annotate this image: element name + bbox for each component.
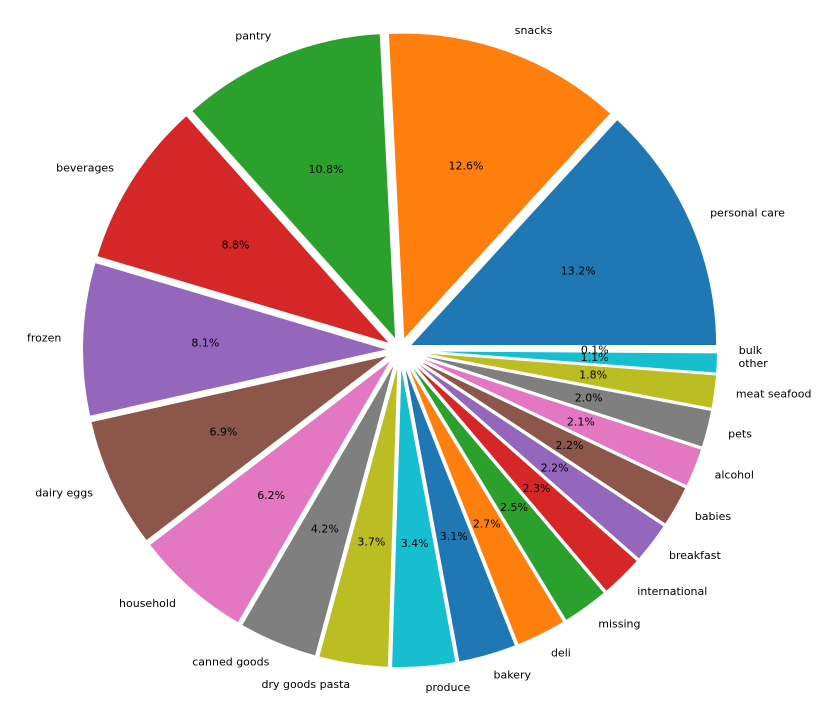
pie-slice-bakery xyxy=(401,359,518,664)
pie-slice-snacks xyxy=(386,31,613,344)
pie-slice-dairy-eggs xyxy=(89,353,392,543)
pie-category-label: produce xyxy=(426,681,471,694)
pie-percent-label: 2.3% xyxy=(522,482,550,495)
pie-percent-label: 1.1% xyxy=(581,351,609,364)
pie-category-label: deli xyxy=(551,646,571,659)
pie-slice-alcohol xyxy=(408,352,704,488)
pie-percent-labels: 13.2% 12.6% 10.8% 8.8% 8.1% 6.9% 6.2% 4.2% 3.7% 3… xyxy=(191,160,608,551)
pie-category-label: canned goods xyxy=(192,656,269,669)
pie-percent-label: 2.2% xyxy=(541,461,569,474)
pie-slice-missing xyxy=(404,357,607,623)
pie-category-label: snacks xyxy=(515,24,553,37)
pie-slice-beverages xyxy=(95,113,395,347)
pie-category-label: bakery xyxy=(493,669,531,682)
pie-category-label: beverages xyxy=(56,161,114,174)
pie-percent-label: 3.4% xyxy=(401,537,429,550)
pie-category-label: breakfast xyxy=(669,549,721,562)
pie-category-label: dairy eggs xyxy=(35,486,93,499)
pie-slice-deli xyxy=(403,358,566,647)
pie-percent-label: 10.8% xyxy=(309,163,344,176)
pie-percent-label: 12.6% xyxy=(449,160,484,173)
pie-slice-breakfast xyxy=(407,355,667,562)
pie-percent-label: 6.9% xyxy=(210,425,238,438)
pie-category-labels: personal care snacks pantry beverages frozen… xyxy=(27,24,811,694)
pie-percent-label: 3.7% xyxy=(357,536,385,549)
pie-category-label: frozen xyxy=(27,331,61,344)
pie-category-label: household xyxy=(119,597,176,610)
pie-slice-canned-goods xyxy=(239,358,398,658)
pie-percent-label: 2.1% xyxy=(567,415,595,428)
pie-slice-produce xyxy=(390,359,458,669)
pie-slice-babies xyxy=(408,354,688,527)
pie-percent-label: 8.8% xyxy=(222,239,250,252)
pie-category-label: babies xyxy=(695,510,732,523)
pie-slice-dry-goods-pasta xyxy=(316,359,400,669)
pie-percent-label: 4.2% xyxy=(311,523,339,536)
pie-percent-label: 6.2% xyxy=(257,489,285,502)
pie-slice-household xyxy=(147,356,395,625)
pie-category-label: other xyxy=(739,357,769,370)
pie-percent-label: 0.1% xyxy=(581,344,609,357)
pie-category-label: missing xyxy=(598,618,640,631)
pie-percent-label: 13.2% xyxy=(561,265,596,278)
pie-category-label: dry goods pasta xyxy=(261,678,350,691)
pie-category-label: pets xyxy=(728,427,752,440)
pie-slice-bulk xyxy=(409,349,720,353)
pie-percent-label: 2.2% xyxy=(556,439,584,452)
pie-category-label: pantry xyxy=(235,30,272,43)
pie-percent-label: 2.0% xyxy=(575,391,603,404)
pie-slice-international xyxy=(406,356,640,594)
pie-category-label: personal care xyxy=(710,206,785,219)
pie-slice-pets xyxy=(409,351,714,449)
pie-percent-label: 8.1% xyxy=(191,336,219,349)
pie-percent-label: 2.5% xyxy=(500,501,528,514)
pie-slice-personal-care xyxy=(406,117,719,347)
pie-percent-label: 2.7% xyxy=(473,517,501,530)
pie-category-label: alcohol xyxy=(715,469,754,482)
pie-percent-label: 3.1% xyxy=(440,530,468,543)
pie-slice-frozen xyxy=(81,260,394,419)
pie-category-label: meat seafood xyxy=(736,388,812,401)
pie-slice-pantry xyxy=(189,32,398,344)
pie-percent-label: 1.8% xyxy=(579,369,607,382)
pie-slices xyxy=(81,31,720,669)
pie-category-label: international xyxy=(637,585,707,598)
pie-category-label: bulk xyxy=(739,344,763,357)
